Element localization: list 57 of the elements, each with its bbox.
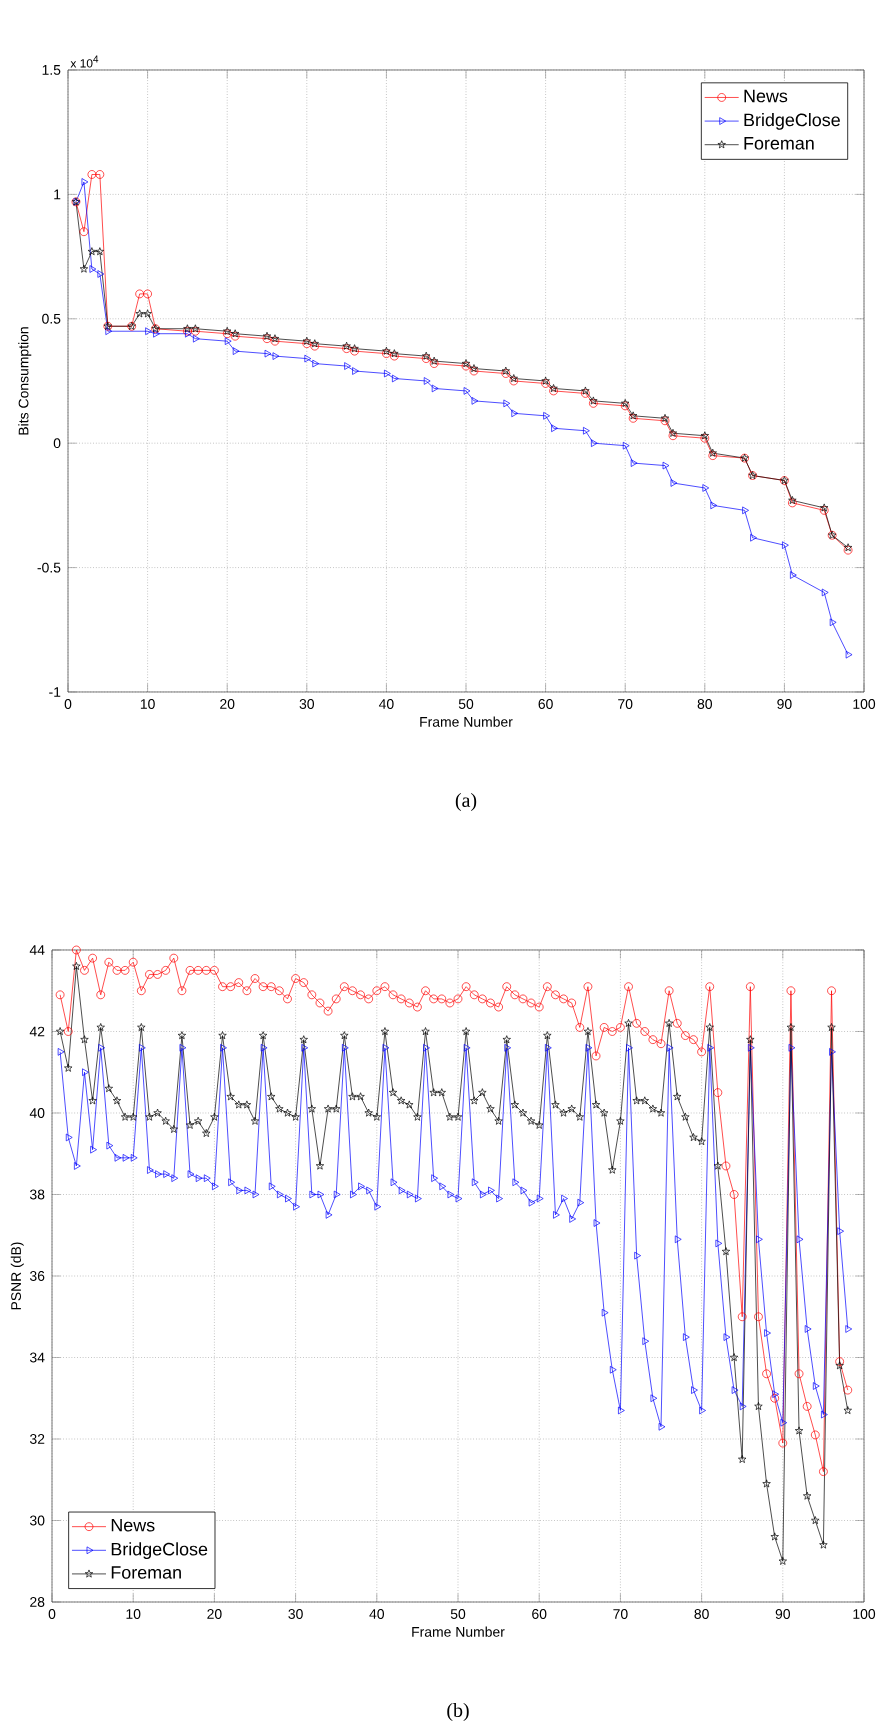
point bbox=[143, 309, 152, 318]
point bbox=[272, 352, 280, 360]
point bbox=[790, 571, 797, 579]
legend-label: BridgeClose bbox=[111, 1542, 208, 1560]
point bbox=[702, 484, 710, 492]
point bbox=[224, 337, 232, 345]
point bbox=[742, 506, 749, 515]
point bbox=[503, 399, 511, 408]
point bbox=[135, 289, 144, 299]
point bbox=[384, 369, 391, 378]
point bbox=[392, 374, 399, 383]
point bbox=[105, 327, 113, 336]
point bbox=[423, 377, 431, 385]
text: (a) bbox=[455, 792, 477, 812]
point bbox=[551, 424, 558, 433]
point bbox=[135, 309, 144, 318]
text: (b) bbox=[447, 1702, 469, 1722]
point bbox=[153, 329, 160, 338]
point bbox=[95, 247, 104, 256]
legend-label: News bbox=[111, 1519, 155, 1532]
point bbox=[511, 409, 519, 418]
point bbox=[471, 397, 479, 405]
point bbox=[145, 327, 152, 336]
point bbox=[622, 441, 630, 450]
point bbox=[81, 178, 89, 186]
point bbox=[431, 384, 439, 393]
point bbox=[543, 412, 550, 420]
point bbox=[591, 439, 598, 447]
point bbox=[670, 479, 678, 487]
point bbox=[95, 170, 105, 179]
point bbox=[312, 359, 320, 368]
point bbox=[630, 459, 638, 467]
point bbox=[710, 501, 718, 510]
point bbox=[87, 247, 97, 256]
point bbox=[782, 541, 789, 549]
legend-label: BridgeClose bbox=[744, 113, 840, 130]
point bbox=[79, 227, 89, 237]
point bbox=[662, 461, 670, 470]
point bbox=[79, 264, 89, 273]
point bbox=[750, 533, 757, 542]
point bbox=[583, 426, 590, 435]
point bbox=[352, 367, 359, 375]
legend-label: Foreman bbox=[111, 1566, 181, 1579]
point bbox=[463, 387, 471, 395]
point bbox=[87, 170, 97, 179]
point bbox=[193, 334, 200, 343]
point bbox=[97, 270, 105, 278]
point bbox=[304, 354, 312, 363]
point bbox=[143, 289, 152, 299]
legend-label: Foreman bbox=[744, 137, 814, 150]
point bbox=[232, 347, 240, 355]
point bbox=[829, 618, 837, 627]
legend-label: News bbox=[744, 89, 788, 103]
point bbox=[89, 265, 97, 273]
point bbox=[344, 362, 351, 370]
point bbox=[821, 588, 829, 597]
point bbox=[264, 349, 272, 358]
